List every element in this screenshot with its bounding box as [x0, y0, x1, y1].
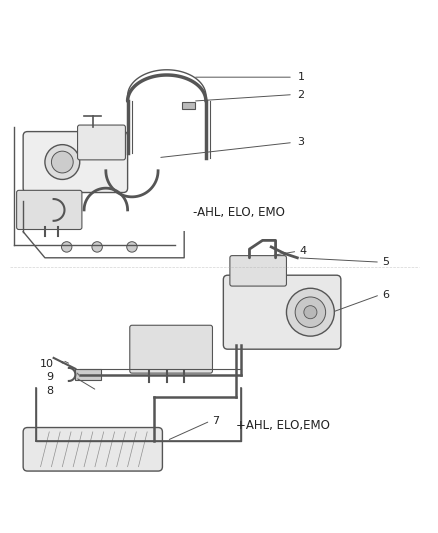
- Text: -AHL, ELO, EMO: -AHL, ELO, EMO: [193, 206, 285, 219]
- FancyBboxPatch shape: [17, 190, 82, 230]
- FancyBboxPatch shape: [23, 132, 127, 192]
- FancyBboxPatch shape: [23, 427, 162, 471]
- Text: 3: 3: [297, 138, 304, 148]
- Text: +AHL, ELO,EMO: +AHL, ELO,EMO: [237, 419, 330, 432]
- Text: 6: 6: [382, 290, 389, 300]
- Text: 10: 10: [39, 359, 53, 369]
- Text: 8: 8: [46, 385, 53, 395]
- Circle shape: [304, 305, 317, 319]
- Text: 9: 9: [46, 373, 53, 383]
- Bar: [75, 369, 102, 379]
- Bar: [182, 102, 195, 109]
- Text: 7: 7: [212, 416, 219, 426]
- Circle shape: [61, 241, 72, 252]
- FancyBboxPatch shape: [78, 125, 125, 160]
- FancyBboxPatch shape: [230, 256, 286, 286]
- Circle shape: [45, 144, 80, 180]
- Text: 5: 5: [382, 257, 389, 267]
- Circle shape: [127, 241, 137, 252]
- Text: 4: 4: [300, 246, 307, 256]
- Circle shape: [286, 288, 334, 336]
- Circle shape: [295, 297, 325, 327]
- Circle shape: [92, 241, 102, 252]
- FancyBboxPatch shape: [130, 325, 212, 373]
- Circle shape: [51, 151, 73, 173]
- Text: 2: 2: [297, 90, 304, 100]
- FancyBboxPatch shape: [223, 275, 341, 349]
- Text: 1: 1: [297, 72, 304, 82]
